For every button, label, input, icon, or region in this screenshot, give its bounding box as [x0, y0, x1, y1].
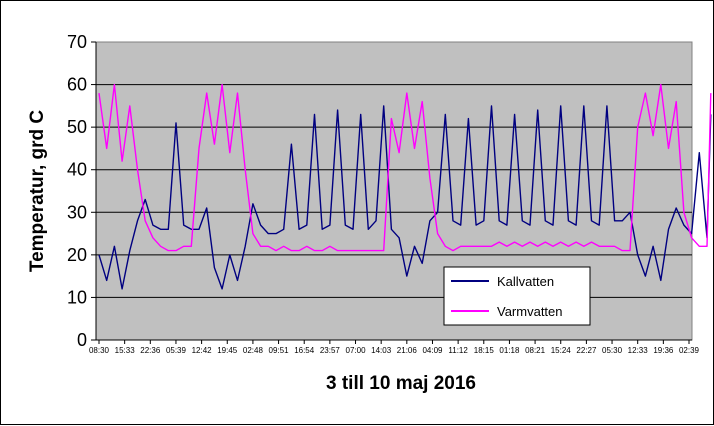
- y-tick-label: 70: [67, 32, 87, 52]
- series-layer: [98, 83, 712, 290]
- y-tick-label: 60: [67, 75, 87, 95]
- legend-box: [443, 266, 591, 326]
- y-axis-title: Temperatur, grd C: [27, 110, 48, 273]
- x-tick-label: 05:30: [602, 346, 623, 355]
- x-tick-label: 22:27: [576, 346, 597, 355]
- legend-label-varmvatten: Varmvatten: [497, 304, 563, 319]
- x-tick-label: 12:33: [628, 346, 649, 355]
- y-tick-label: 20: [67, 245, 87, 265]
- x-tick-label: 02:39: [679, 346, 700, 355]
- x-tick-label: 12:42: [192, 346, 213, 355]
- x-tick-label: 21:06: [397, 346, 418, 355]
- x-tick-label: 14:03: [371, 346, 392, 355]
- plot-area: [95, 41, 693, 341]
- y-tick-label: 50: [67, 117, 87, 137]
- x-tick-label: 04:09: [422, 346, 443, 355]
- x-tick-label: 09:51: [269, 346, 290, 355]
- series-line-kallvatten: [98, 105, 712, 290]
- x-tick-label: 19:45: [217, 346, 238, 355]
- x-tick-label: 19:36: [653, 346, 674, 355]
- x-tick-label: 08:30: [89, 346, 110, 355]
- legend-label-kallvatten: Kallvatten: [497, 274, 554, 289]
- y-axis-ticks: 0 10 20 30 40 50 60 70: [67, 32, 97, 350]
- x-tick-label: 15:24: [551, 346, 572, 355]
- y-tick-label: 10: [67, 287, 87, 307]
- x-tick-label: 18:15: [474, 346, 495, 355]
- x-tick-label: 11:12: [448, 346, 468, 355]
- x-tick-label: 01:18: [499, 346, 520, 355]
- x-tick-label: 08:21: [525, 346, 546, 355]
- x-tick-label: 07:00: [346, 346, 367, 355]
- x-tick-label: 23:57: [320, 346, 341, 355]
- x-tick-label: 22:36: [140, 346, 161, 355]
- legend: Kallvatten Varmvatten: [443, 266, 591, 326]
- x-tick-label: 02:48: [243, 346, 264, 355]
- series-line-varmvatten: [98, 83, 712, 252]
- x-tick-label: 15:33: [115, 346, 136, 355]
- y-tick-label: 40: [67, 160, 87, 180]
- x-axis-title: 3 till 10 maj 2016: [326, 373, 476, 394]
- y-tick-label: 0: [77, 330, 87, 350]
- y-tick-label: 30: [67, 202, 87, 222]
- x-tick-label: 05:39: [166, 346, 187, 355]
- x-tick-label: 16:54: [294, 346, 315, 355]
- x-axis-ticks: 08:30 15:33 22:36 05:39 12:42 19:45 02:48 09:51…: [89, 339, 700, 355]
